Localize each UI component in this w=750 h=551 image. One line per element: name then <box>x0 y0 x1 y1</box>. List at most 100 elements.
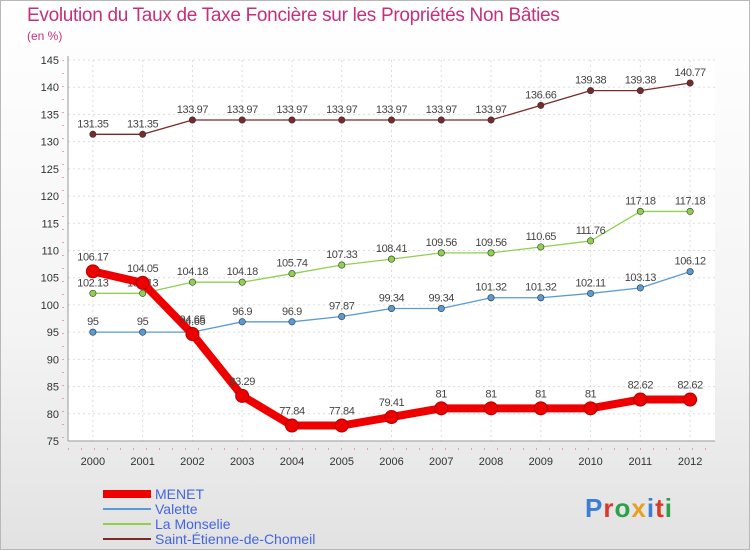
data-point <box>636 284 644 292</box>
data-point <box>587 289 595 297</box>
data-point <box>537 101 545 109</box>
y-tick-label: 85 <box>47 382 59 394</box>
data-label: 104.18 <box>177 266 209 278</box>
y-tick-label: 130 <box>41 137 59 149</box>
data-point <box>587 87 595 95</box>
y-tick-label: 90 <box>47 354 59 366</box>
data-label: 102.13 <box>77 277 109 289</box>
data-point <box>338 313 346 321</box>
data-label: 133.97 <box>177 104 209 116</box>
data-label: 77.84 <box>329 406 355 418</box>
data-point <box>338 116 346 124</box>
data-label: 108.41 <box>376 243 408 255</box>
data-point <box>188 278 196 286</box>
y-tick-label: 95 <box>47 327 59 339</box>
data-label: 96.9 <box>232 306 252 318</box>
y-tick-label: 135 <box>41 109 59 121</box>
data-point <box>235 388 250 403</box>
data-label: 81 <box>436 388 448 400</box>
data-label: 133.97 <box>326 104 358 116</box>
data-point <box>587 237 595 245</box>
data-point <box>686 268 694 276</box>
y-tick-label: 105 <box>41 273 59 285</box>
data-label: 101.32 <box>525 282 557 294</box>
data-point <box>89 328 97 336</box>
data-label: 117.18 <box>675 195 706 207</box>
chart-subtitle: (en %) <box>27 29 63 43</box>
data-point <box>238 318 246 326</box>
data-point <box>487 249 495 257</box>
x-tick-label: 2005 <box>329 456 353 468</box>
data-label: 139.38 <box>625 75 657 87</box>
data-label: 81 <box>585 388 597 400</box>
data-label: 96.9 <box>282 306 302 318</box>
data-point <box>686 79 694 87</box>
data-label: 107.33 <box>326 249 358 261</box>
data-point <box>437 305 445 313</box>
data-point <box>533 401 548 416</box>
data-point <box>139 328 147 336</box>
y-tick-label: 75 <box>47 436 59 448</box>
data-label: 103.13 <box>625 272 657 284</box>
x-tick-label: 2012 <box>678 456 702 468</box>
data-point <box>188 116 196 124</box>
data-point <box>85 264 100 279</box>
data-label: 81 <box>485 388 497 400</box>
data-point <box>683 392 698 407</box>
x-tick-label: 2002 <box>180 456 204 468</box>
data-label: 117.18 <box>625 195 656 207</box>
data-label: 79.41 <box>379 397 405 409</box>
data-label: 83.29 <box>229 376 255 388</box>
y-tick-label: 80 <box>47 409 59 421</box>
data-label: 133.97 <box>227 104 259 116</box>
data-label: 139.38 <box>575 75 607 87</box>
data-point <box>484 401 499 416</box>
data-point <box>338 261 346 269</box>
data-label: 111.76 <box>576 225 606 237</box>
data-label: 99.34 <box>379 293 405 305</box>
data-point <box>334 418 349 433</box>
x-tick-label: 2001 <box>130 456 154 468</box>
data-label: 136.66 <box>525 89 557 101</box>
legend-label: MENET <box>155 486 204 502</box>
data-label: 110.65 <box>526 231 557 243</box>
data-label: 109.56 <box>426 237 458 249</box>
data-point <box>139 289 147 297</box>
chart-title: Evolution du Taux de Taxe Foncière sur l… <box>27 5 560 26</box>
data-point <box>583 401 598 416</box>
data-label: 109.56 <box>475 237 507 249</box>
data-point <box>686 207 694 215</box>
data-label: 133.97 <box>475 104 507 116</box>
legend-label: La Monselie <box>155 516 231 532</box>
y-tick-label: 145 <box>41 55 59 67</box>
data-label: 77.84 <box>279 406 305 418</box>
legend-label: Saint-Étienne-de-Chomeil <box>155 531 315 547</box>
data-label: 95 <box>137 316 149 328</box>
data-label: 82.62 <box>628 380 654 392</box>
data-label: 131.35 <box>127 118 159 130</box>
data-label: 133.97 <box>426 104 458 116</box>
data-point <box>288 318 296 326</box>
y-tick-label: 100 <box>41 300 59 312</box>
data-point <box>139 130 147 138</box>
data-label: 104.05 <box>127 263 159 275</box>
data-label: 97.87 <box>329 301 355 313</box>
y-tick-label: 140 <box>41 82 59 94</box>
data-label: 82.62 <box>677 380 703 392</box>
x-tick-label: 2003 <box>230 456 254 468</box>
data-point <box>288 116 296 124</box>
data-point <box>437 116 445 124</box>
data-point <box>284 418 299 433</box>
data-label: 101.32 <box>475 282 507 294</box>
data-label: 106.12 <box>674 256 706 268</box>
x-tick-label: 2007 <box>429 456 453 468</box>
data-point <box>384 409 399 424</box>
data-point <box>238 278 246 286</box>
y-tick-label: 120 <box>41 191 59 203</box>
data-point <box>387 116 395 124</box>
data-label: 140.77 <box>674 67 706 79</box>
proxiti-logo: Proxiti <box>585 493 673 523</box>
data-point <box>387 305 395 313</box>
data-label: 94.65 <box>180 314 206 326</box>
data-point <box>434 401 449 416</box>
